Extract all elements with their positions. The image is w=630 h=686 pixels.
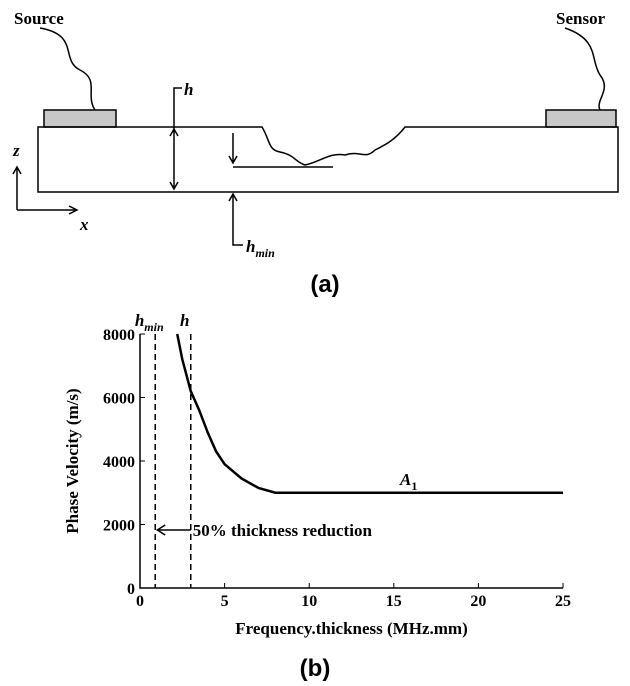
annotation: 50% thickness reduction: [193, 521, 373, 540]
y-tick-label: 2000: [103, 518, 135, 535]
hmin-label: hmin: [246, 237, 275, 260]
chart: 0 5 10 15 20 25 0 2000 4000 6000 8000 Frequency.thi…: [63, 311, 571, 682]
arrow: [228, 133, 238, 165]
annotation: A1: [399, 470, 417, 493]
caption: (b): [300, 655, 331, 682]
sub: min: [144, 320, 164, 334]
y-tick-label: 0: [127, 581, 135, 598]
y-tick-label: 4000: [103, 454, 135, 471]
base: A: [399, 470, 411, 489]
annotation: hmin: [135, 311, 164, 334]
curve: [175, 333, 563, 494]
x-label: x: [79, 215, 89, 234]
y-tick-label: 8000: [103, 327, 135, 344]
arrow: [169, 127, 179, 191]
base: h: [180, 311, 189, 330]
wire: [564, 27, 606, 111]
x-tick-label: 20: [470, 593, 486, 610]
x-tick-label: 15: [386, 593, 402, 610]
axes-icon: [12, 165, 79, 215]
annotation: h: [180, 311, 189, 330]
x-tick-label: 25: [555, 593, 571, 610]
x-tick-label: 0: [136, 593, 144, 610]
y-axis-label: Phase Velocity (m/s): [63, 388, 82, 533]
sensor-label: Sensor: [556, 9, 606, 28]
sub: min: [255, 246, 275, 260]
sensor-box: [545, 109, 617, 128]
sub: 1: [411, 479, 417, 493]
base: h: [135, 311, 144, 330]
leader: [228, 192, 243, 246]
leader: [173, 87, 182, 130]
h: h: [246, 237, 255, 256]
y-tick-label: 6000: [103, 391, 135, 408]
x-tick-label: 10: [301, 593, 317, 610]
wire: [39, 27, 96, 111]
h-label: h: [184, 80, 193, 99]
arrow: [155, 524, 191, 536]
source-label: Source: [14, 9, 64, 28]
z-label: z: [12, 141, 20, 160]
x-axis-label: Frequency.thickness (MHz.mm): [235, 619, 467, 638]
caption: (a): [310, 271, 339, 298]
source-box: [43, 109, 117, 128]
plate: [37, 126, 619, 193]
x-tick-label: 5: [221, 593, 229, 610]
axes: [139, 334, 563, 589]
diagram: Source Sensor h hmin z x (a): [12, 9, 619, 298]
